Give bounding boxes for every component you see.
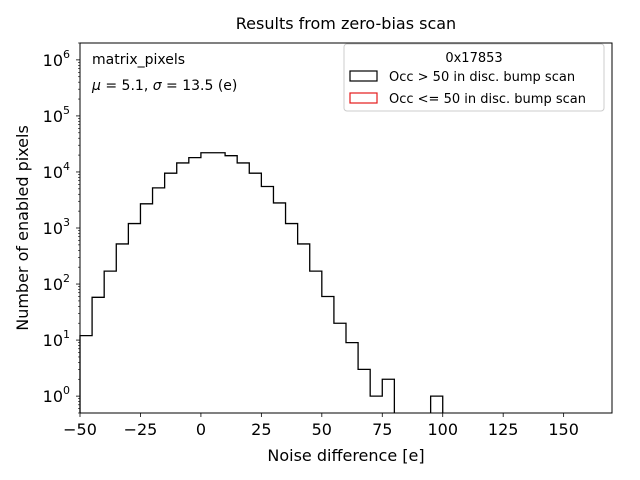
x-tick-label: 125: [488, 420, 519, 439]
legend-swatch-occ-le-50: [349, 92, 378, 104]
x-axis-label: Noise difference [e]: [267, 446, 424, 465]
x-tick-label: −50: [63, 420, 97, 439]
y-axis-label: Number of enabled pixels: [13, 125, 32, 331]
x-tick-label: 150: [548, 420, 579, 439]
y-tick-label: 106: [43, 48, 70, 70]
y-tick-label: 100: [43, 384, 70, 406]
annotation-matrix-pixels: matrix_pixels: [92, 52, 185, 68]
sigma-value: = 13.5 (e): [162, 78, 238, 94]
y-tick-label: 105: [43, 104, 70, 126]
legend-title: 0x17853: [445, 51, 502, 66]
histogram-series-occ-gt-50: [79, 152, 444, 413]
mu-value: = 5.1,: [101, 78, 153, 94]
x-tick-label: 75: [372, 420, 392, 439]
annotation-stats: μ = 5.1, σ = 13.5 (e): [91, 78, 237, 94]
x-tick-label: −25: [124, 420, 158, 439]
legend-label-occ-le-50: Occ <= 50 in disc. bump scan: [389, 92, 586, 107]
x-tick-label: 50: [312, 420, 332, 439]
legend-swatch-occ-gt-50: [349, 70, 378, 82]
y-axis-ticks: 100 101 102 103 104 105 106: [43, 42, 80, 414]
y-tick-label: 103: [43, 216, 70, 238]
mu-symbol: μ: [91, 78, 101, 94]
x-tick-label: 0: [196, 420, 206, 439]
y-tick-label: 102: [43, 272, 70, 294]
y-tick-label: 101: [43, 328, 70, 350]
chart-title: Results from zero-bias scan: [236, 14, 456, 33]
y-tick-label: 104: [43, 160, 70, 182]
sigma-symbol: σ: [153, 78, 163, 94]
legend-frame: [343, 43, 605, 112]
legend-label-occ-gt-50: Occ > 50 in disc. bump scan: [389, 70, 575, 85]
x-tick-label: 100: [427, 420, 458, 439]
x-axis-ticks: −50 −25 0 25 50 75 100 125 150: [63, 413, 579, 439]
x-tick-label: 25: [251, 420, 271, 439]
legend: 0x17853 Occ > 50 in disc. bump scan Occ …: [343, 43, 605, 112]
